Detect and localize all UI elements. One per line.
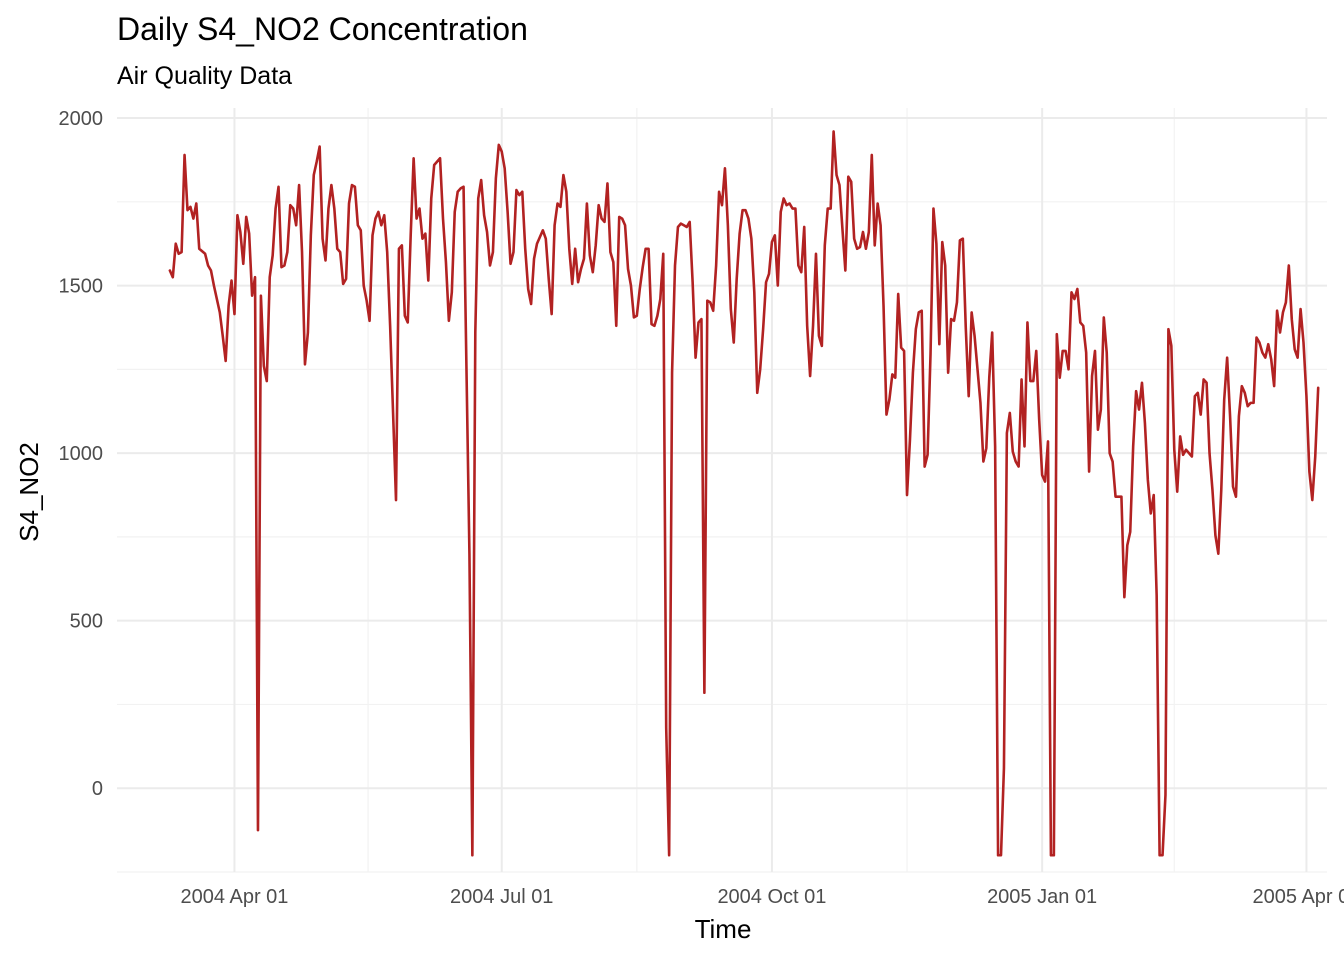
chart-subtitle: Air Quality Data [117, 62, 292, 90]
y-axis-ticks: 0 500 1000 1500 2000 [59, 108, 104, 800]
x-tick-label: 2005 Apr 01 [1253, 886, 1344, 908]
x-tick-label: 2004 Apr 01 [181, 886, 289, 908]
y-tick-label: 0 [92, 778, 103, 800]
y-tick-label: 1500 [59, 276, 104, 298]
x-tick-label: 2004 Jul 01 [450, 886, 553, 908]
y-tick-label: 1000 [59, 443, 104, 465]
y-axis-title: S4_NO2 [14, 442, 44, 542]
x-tick-label: 2005 Jan 01 [987, 886, 1097, 908]
series-line [168, 130, 1320, 857]
x-axis-title: Time [695, 914, 752, 944]
y-tick-label: 2000 [59, 108, 104, 130]
x-axis-ticks: 2004 Apr 01 2004 Jul 01 2004 Oct 01 2005 Ja… [181, 886, 1344, 908]
series-layer [168, 130, 1320, 857]
x-tick-label: 2004 Oct 01 [717, 886, 826, 908]
y-tick-label: 500 [70, 611, 103, 633]
chart-title: Daily S4_NO2 Concentration [117, 11, 528, 47]
grid [117, 108, 1327, 873]
